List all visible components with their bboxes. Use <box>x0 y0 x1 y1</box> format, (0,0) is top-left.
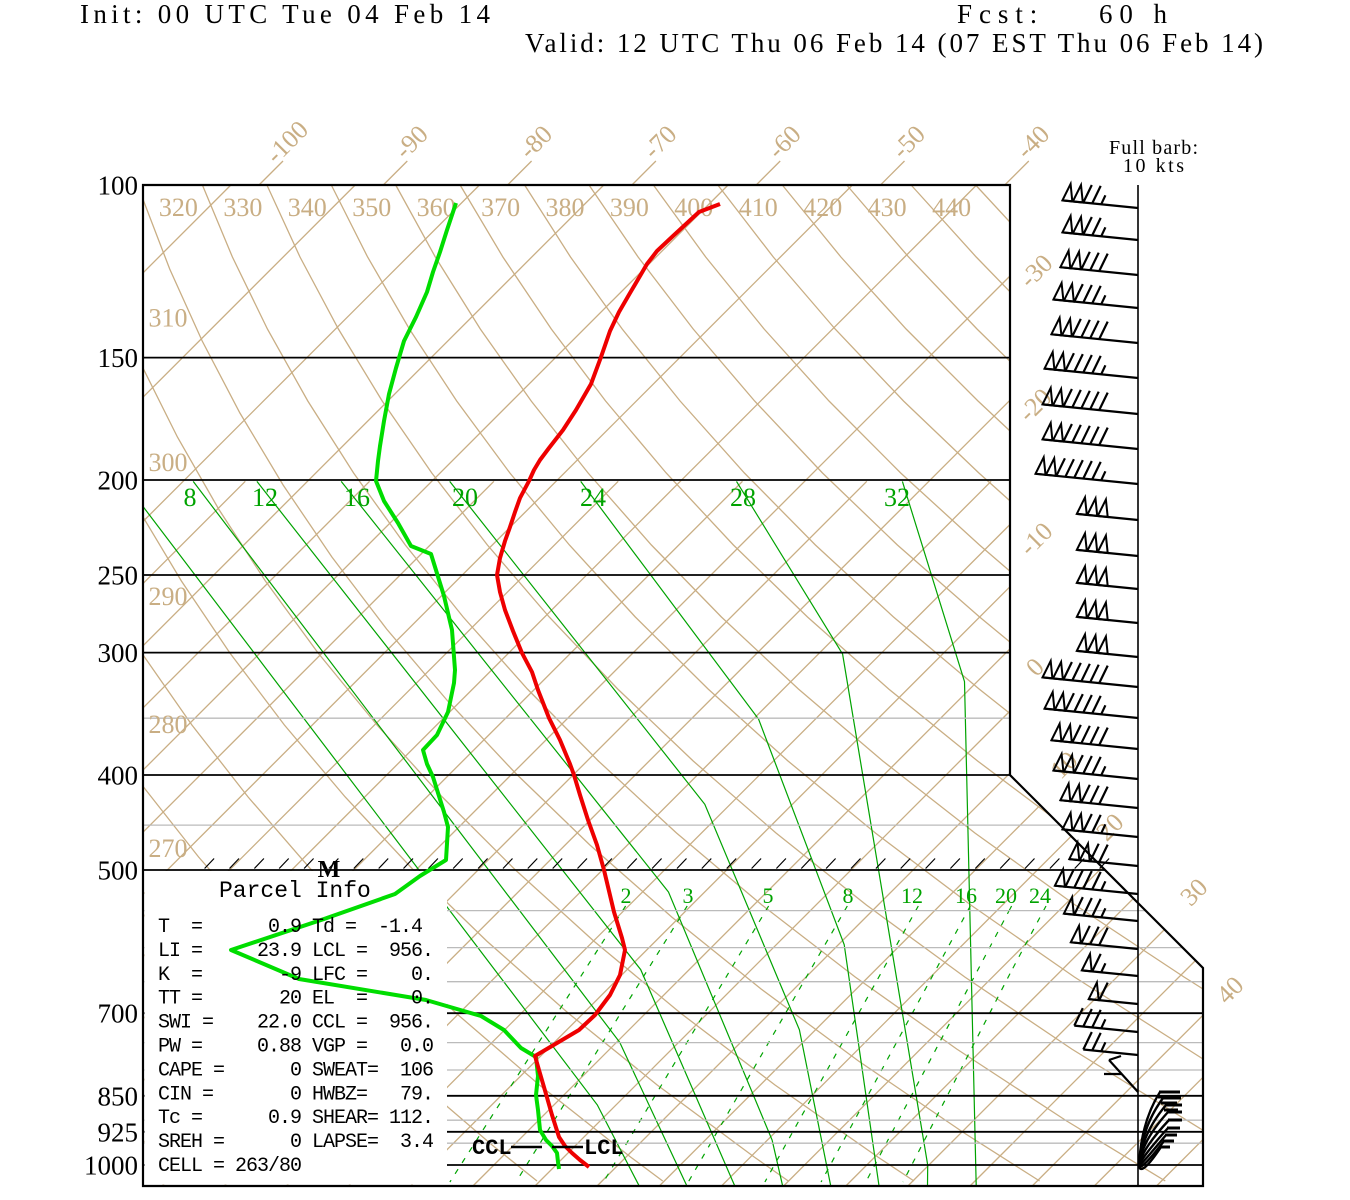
svg-text:SREH = 0 LAPSE= 3.4: SREH = 0 LAPSE= 3.4 <box>158 1131 433 1154</box>
svg-text:330: 330 <box>223 193 262 222</box>
svg-text:16: 16 <box>344 483 370 512</box>
svg-text:850: 850 <box>98 1081 139 1111</box>
svg-text:300: 300 <box>149 448 188 477</box>
svg-text:290: 290 <box>149 582 188 611</box>
svg-text:T = 0.9 Td = -1.4: T = 0.9 Td = -1.4 <box>158 916 422 939</box>
svg-text:CELL = 263/80: CELL = 263/80 <box>158 1155 301 1178</box>
svg-text:Tc = 0.9 SHEAR= 112.: Tc = 0.9 SHEAR= 112. <box>158 1107 433 1130</box>
svg-text:16: 16 <box>955 883 977 908</box>
svg-text:350: 350 <box>352 193 391 222</box>
svg-text:CAPE = 0 SWEAT= 106: CAPE = 0 SWEAT= 106 <box>158 1059 433 1082</box>
svg-text:SWI = 22.0 CCL = 956.: SWI = 22.0 CCL = 956. <box>158 1012 433 1035</box>
svg-text:200: 200 <box>98 466 139 496</box>
svg-text:Valid: 12 UTC Thu 06 Feb 14 (0: Valid: 12 UTC Thu 06 Feb 14 (07 EST Thu … <box>525 28 1263 58</box>
svg-text:Parcel Info: Parcel Info <box>219 878 371 904</box>
svg-text:440: 440 <box>932 193 971 222</box>
svg-text:8: 8 <box>843 883 854 908</box>
svg-text:20: 20 <box>995 883 1017 908</box>
svg-text:430: 430 <box>868 193 907 222</box>
svg-text:380: 380 <box>546 193 585 222</box>
svg-text:280: 280 <box>149 710 188 739</box>
svg-text:400: 400 <box>98 761 139 791</box>
svg-text:360: 360 <box>417 193 456 222</box>
svg-text:LCL: LCL <box>584 1136 624 1161</box>
svg-text:CIN = 0 HWBZ= 79.: CIN = 0 HWBZ= 79. <box>158 1083 433 1106</box>
svg-text:K = -9 LFC = 0.: K = -9 LFC = 0. <box>158 964 433 987</box>
svg-text:3: 3 <box>683 883 694 908</box>
svg-text:1000: 1000 <box>84 1151 138 1181</box>
svg-text:150: 150 <box>98 343 139 373</box>
svg-text:TT = 20 EL = 0.: TT = 20 EL = 0. <box>158 988 433 1011</box>
svg-text:5: 5 <box>763 883 774 908</box>
svg-text:M: M <box>318 857 341 883</box>
svg-text:925: 925 <box>98 1117 139 1147</box>
svg-text:700: 700 <box>98 999 139 1029</box>
svg-text:310: 310 <box>149 303 188 332</box>
svg-text:2: 2 <box>621 883 632 908</box>
svg-text:24: 24 <box>580 483 606 512</box>
svg-text:300: 300 <box>98 638 139 668</box>
svg-text:PW = 0.88 VGP = 0.0: PW = 0.88 VGP = 0.0 <box>158 1036 433 1059</box>
svg-text:28: 28 <box>730 483 756 512</box>
svg-text:20: 20 <box>452 483 478 512</box>
svg-text:Init: 00 UTC Tue 04 Feb 14: Init: 00 UTC Tue 04 Feb 14 <box>80 0 491 29</box>
svg-text:CCL: CCL <box>472 1136 512 1161</box>
svg-text:24: 24 <box>1029 883 1051 908</box>
svg-text:Full barb:: Full barb: <box>1109 137 1198 159</box>
svg-text:12: 12 <box>252 483 278 512</box>
svg-text:LI = 23.9 LCL = 956.: LI = 23.9 LCL = 956. <box>158 940 433 963</box>
svg-text:340: 340 <box>288 193 327 222</box>
svg-text:100: 100 <box>98 171 139 201</box>
svg-text:8: 8 <box>184 483 197 512</box>
svg-text:12: 12 <box>901 883 923 908</box>
svg-text:420: 420 <box>803 193 842 222</box>
svg-text:250: 250 <box>98 561 139 591</box>
svg-text:370: 370 <box>481 193 520 222</box>
svg-text:320: 320 <box>159 193 198 222</box>
svg-text:270: 270 <box>149 834 188 863</box>
svg-text:410: 410 <box>739 193 778 222</box>
svg-text:390: 390 <box>610 193 649 222</box>
svg-text:32: 32 <box>884 483 910 512</box>
svg-text:500: 500 <box>98 856 139 886</box>
